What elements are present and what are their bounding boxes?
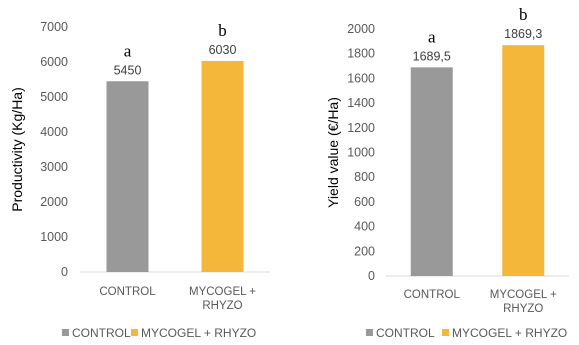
x-tick-label: MYCOGEL + [189, 286, 256, 298]
legend-label: MYCOGEL + RHYZO [141, 326, 256, 340]
y-tick-label: 5000 [40, 90, 68, 104]
x-tick-label: MYCOGEL + [490, 289, 557, 301]
y-tick-label: 3000 [40, 160, 68, 174]
y-tick-label: 1800 [347, 47, 375, 61]
significance-letter: b [519, 5, 528, 24]
y-tick-label: 1400 [347, 96, 375, 110]
legend-swatch [62, 329, 69, 336]
x-tick-label: CONTROL [404, 289, 461, 301]
legend-swatch [131, 329, 138, 336]
y-tick-label: 1000 [347, 146, 375, 160]
data-label: 6030 [209, 43, 237, 57]
x-tick-label: RHYZO [202, 300, 242, 312]
legend-label: CONTROL [72, 326, 131, 340]
y-tick-label: 2000 [40, 195, 68, 209]
yield-value-chart: 0 200 400 600 800 1000 1200 1400 1600 1800 2000 Yie… [325, 5, 569, 340]
legend-swatch [366, 329, 373, 336]
data-label: 1689,5 [413, 49, 451, 63]
y-tick-label: 1200 [347, 121, 375, 135]
bar-control [410, 67, 453, 277]
significance-letter: b [218, 21, 227, 40]
bar-mycogel-rhyzo [201, 60, 244, 273]
significance-letter: a [124, 41, 132, 60]
legend-label: MYCOGEL + RHYZO [452, 326, 567, 340]
y-axis-label: Productivity (Kg/Ha) [9, 87, 25, 211]
y-axis-label: Yield value (€/Ha) [325, 97, 341, 208]
y-tick-label: 7000 [40, 20, 68, 34]
y-tick-label: 400 [354, 220, 375, 234]
legend-label: CONTROL [376, 326, 435, 340]
legend-swatch [442, 329, 449, 336]
y-tick-label: 200 [354, 244, 375, 258]
data-label: 1869,3 [504, 27, 542, 41]
x-tick-label: CONTROL [99, 286, 156, 298]
significance-letter: a [428, 27, 436, 46]
y-tick-label: 1000 [40, 230, 68, 244]
y-tick-label: 1600 [347, 71, 375, 85]
y-tick-label: 800 [354, 170, 375, 184]
data-label: 5450 [114, 63, 142, 77]
y-tick-label: 4000 [40, 125, 68, 139]
productivity-chart: 0 1000 2000 3000 4000 5000 6000 7000 Productivit… [9, 20, 270, 340]
y-tick-label: 2000 [347, 22, 375, 36]
bar-control [106, 81, 149, 272]
y-tick-label: 6000 [40, 55, 68, 69]
y-tick-label: 0 [61, 265, 68, 279]
bar-mycogel-rhyzo [502, 45, 545, 276]
y-tick-label: 600 [354, 195, 375, 209]
y-tick-label: 0 [368, 269, 375, 283]
x-tick-label: RHYZO [503, 303, 543, 315]
